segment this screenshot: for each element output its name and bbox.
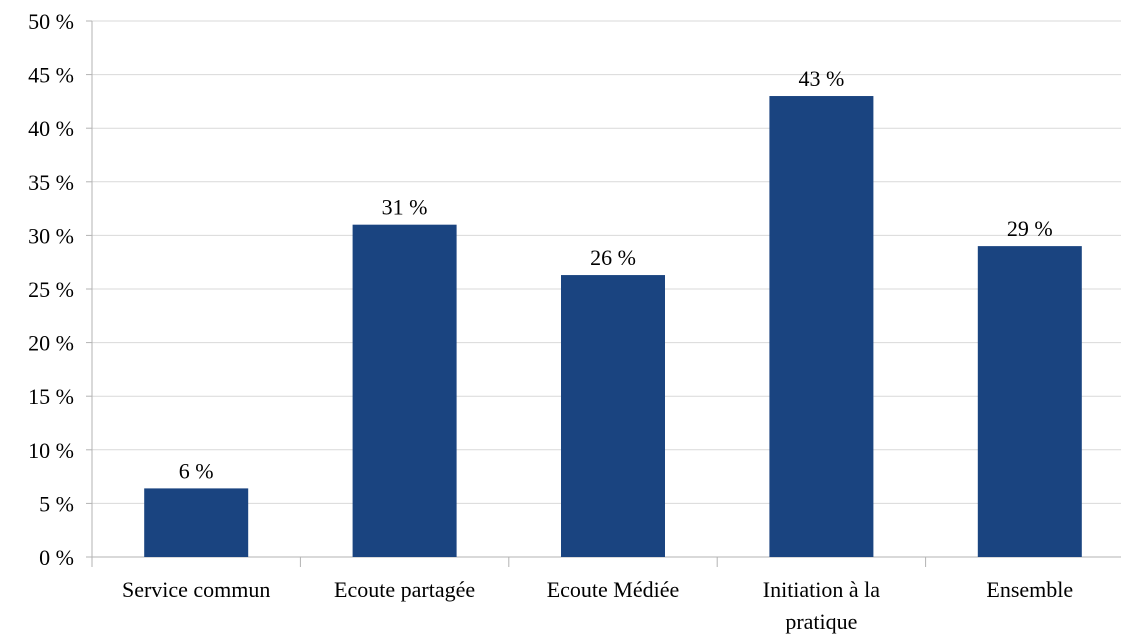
y-tick-label: 30 % (28, 223, 74, 248)
y-tick-label: 50 % (28, 9, 74, 34)
x-tick-label: Ecoute partagée (334, 577, 475, 602)
y-tick-label: 10 % (28, 438, 74, 463)
data-label: 6 % (179, 458, 214, 483)
y-tick-label: 45 % (28, 63, 74, 88)
y-tick-label: 20 % (28, 331, 74, 356)
y-tick-label: 35 % (28, 170, 74, 195)
bar (769, 96, 874, 557)
x-tick-label: Ensemble (986, 577, 1073, 602)
x-tick-label: Ecoute Médiée (547, 577, 680, 602)
y-tick-label: 15 % (28, 384, 74, 409)
x-axis-ticks: Service commun Ecoute partagée Ecoute Médi… (91, 557, 1073, 634)
data-label: 31 % (382, 195, 428, 220)
data-label: 26 % (590, 245, 636, 270)
bar (144, 488, 249, 557)
y-tick-label: 0 % (39, 545, 74, 570)
bar (352, 224, 457, 557)
y-tick-label: 5 % (39, 491, 74, 516)
bars (144, 96, 1082, 557)
data-label: 29 % (1007, 216, 1053, 241)
x-tick-label: Initiation à la pratique (763, 577, 881, 634)
bar (977, 246, 1082, 557)
bar (561, 275, 665, 557)
y-tick-label: 25 % (28, 277, 74, 302)
data-label: 43 % (798, 66, 844, 91)
data-labels: 6 % 31 % 26 % 43 % 29 % (179, 66, 1053, 483)
x-tick-label: Service commun (122, 577, 270, 602)
y-tick-label: 40 % (28, 116, 74, 141)
y-axis-ticks: 0 % 5 % 10 % 15 % 20 % 25 % 30 % 35 % 40 % 45 % 50… (28, 9, 92, 570)
